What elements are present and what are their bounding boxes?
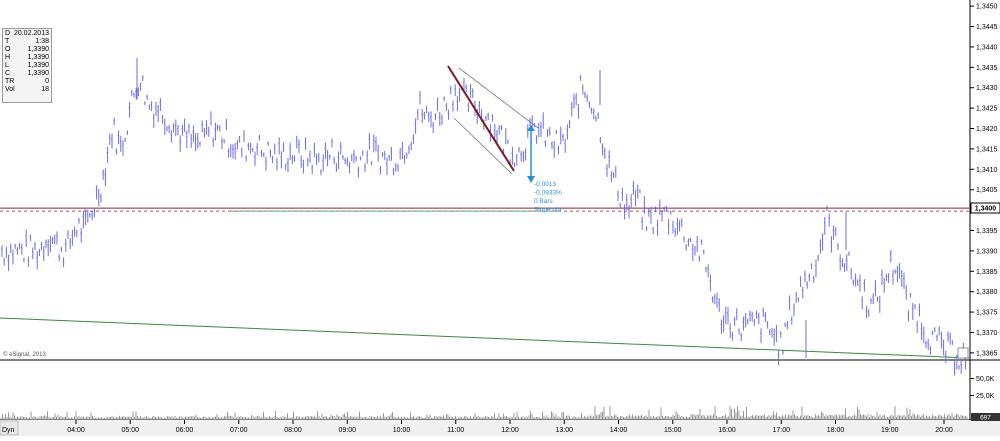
measure-annotation-line: Slope n/a xyxy=(534,207,562,214)
pane-label-box xyxy=(0,420,19,436)
info-row-low: L 1,3390 xyxy=(3,61,51,69)
y-tick-label: 1,3395 xyxy=(976,228,998,235)
x-tick-label: 17:00 xyxy=(772,427,790,434)
measure-annotation-line: -0,0013 xyxy=(534,181,556,188)
y-tick-label: 1,3380 xyxy=(976,289,998,296)
y-tick-label: 1,3365 xyxy=(976,350,998,357)
watermark: © eSignal, 2013 xyxy=(3,351,46,358)
info-key: Vol xyxy=(5,86,15,93)
measure-annotation-line: -0,0933% xyxy=(534,190,562,197)
x-tick-label: 19:00 xyxy=(881,427,899,434)
x-axis-band xyxy=(0,420,1000,436)
info-value: 1,3390 xyxy=(27,62,49,69)
info-row-high: H 1,3390 xyxy=(3,53,51,61)
x-tick-label: 18:00 xyxy=(827,427,845,434)
info-key: C xyxy=(5,70,11,77)
x-tick-label: 06:00 xyxy=(176,427,194,434)
info-key: L xyxy=(5,62,9,69)
measure-arrowhead xyxy=(527,176,535,183)
info-value: 18 xyxy=(41,86,49,93)
info-value: 20.02.2013 xyxy=(13,30,49,37)
y-tick-label: 1,3390 xyxy=(976,248,998,255)
info-value: 1:38 xyxy=(35,38,49,45)
info-row-vol: Vol 18 xyxy=(3,85,51,93)
info-key: T xyxy=(5,38,10,45)
x-tick-label: 12:00 xyxy=(501,427,519,434)
y-tick-label: 1,3425 xyxy=(976,106,998,113)
y-tick-label: 1,3435 xyxy=(976,65,998,72)
last-bar-marker xyxy=(957,347,969,359)
price-readout: 1,3400 xyxy=(975,206,997,213)
info-value: 1,3390 xyxy=(27,70,49,77)
volume-tick-label: 25,0K xyxy=(976,393,995,400)
info-value: 0 xyxy=(45,78,49,85)
x-tick-label: 14:00 xyxy=(610,427,628,434)
info-box: D 20.02.2013 T 1:38 O 1,3390 H 1,3390 L 1,339… xyxy=(2,28,52,103)
y-tick-label: 1,3420 xyxy=(976,126,998,133)
x-tick-label: 16:00 xyxy=(718,427,736,434)
y-tick-label: 1,3440 xyxy=(976,44,998,51)
x-tick-label: 08:00 xyxy=(284,427,302,434)
volume-pane-label: Dyn xyxy=(2,427,15,434)
y-tick-label: 1,3430 xyxy=(976,85,998,92)
channel-upper-line xyxy=(458,67,539,129)
y-tick-label: 1,3375 xyxy=(976,310,998,317)
y-tick-label: 1,3410 xyxy=(976,167,998,174)
y-tick-label: 1,3450 xyxy=(976,4,998,11)
downtrend-line xyxy=(447,65,515,172)
info-row-close: C 1,3390 xyxy=(3,69,51,77)
info-row-open: O 1,3390 xyxy=(3,45,51,53)
x-tick-label: 10:00 xyxy=(393,427,411,434)
support-trendline xyxy=(0,317,971,359)
info-key: TR xyxy=(5,78,15,85)
info-key: O xyxy=(5,46,11,53)
info-value: 1,3390 xyxy=(27,46,49,53)
info-row-date: D 20.02.2013 xyxy=(3,29,51,37)
x-tick-label: 05:00 xyxy=(121,427,139,434)
x-tick-label: 04:00 xyxy=(67,427,85,434)
info-row-tr: TR 0 xyxy=(3,77,51,85)
y-tick-label: 1,3385 xyxy=(976,269,998,276)
x-tick-label: 11:00 xyxy=(447,427,464,434)
volume-readout-box xyxy=(971,413,1000,421)
volume-tick-label: 50,0K xyxy=(976,376,995,383)
x-tick-label: 20:00 xyxy=(935,427,953,434)
price-readout-box xyxy=(970,202,1000,214)
y-tick-label: 1,3445 xyxy=(976,24,998,31)
x-tick-label: 13:00 xyxy=(555,427,573,434)
measure-arrow-top xyxy=(527,125,535,131)
x-tick-label: 07:00 xyxy=(230,427,248,434)
x-tick-label: 09:00 xyxy=(338,427,356,434)
info-value: 1,3390 xyxy=(27,54,49,61)
y-tick-label: 1,3415 xyxy=(976,146,998,153)
info-key: D xyxy=(5,30,11,37)
y-tick-label: 1,3370 xyxy=(976,330,998,337)
volume-readout: 697 xyxy=(980,415,991,422)
x-tick-label: 15:00 xyxy=(664,427,682,434)
channel-lower-line xyxy=(453,117,513,175)
y-tick-label: 1,3405 xyxy=(976,187,998,194)
info-key: H xyxy=(5,54,11,61)
measure-annotation-line: 0 Bars xyxy=(534,198,554,205)
info-row-time: T 1:38 xyxy=(3,37,51,45)
